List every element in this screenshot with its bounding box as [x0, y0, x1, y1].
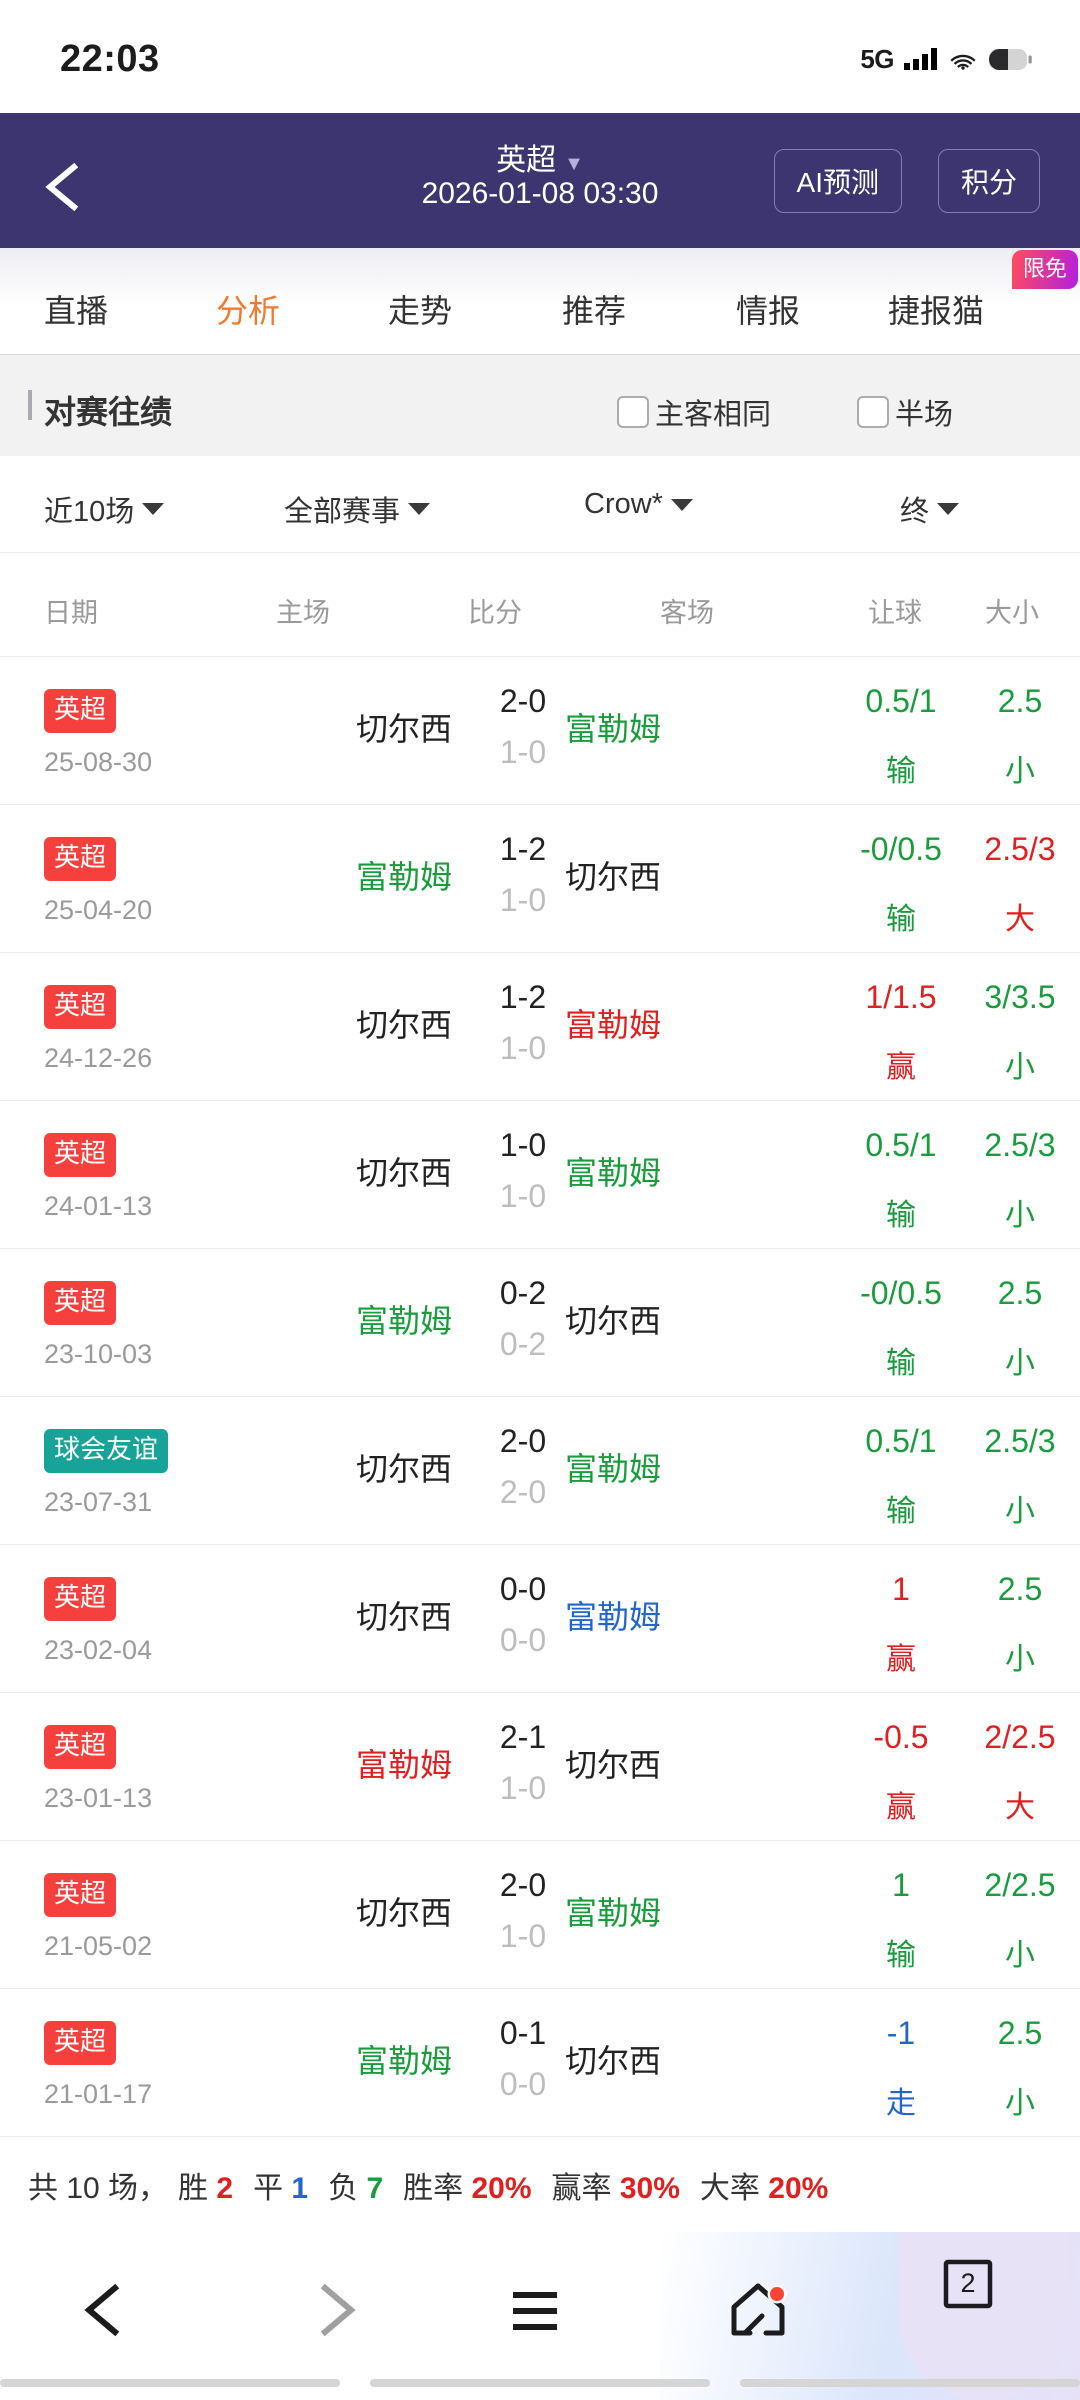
svg-text:2: 2: [960, 2268, 975, 2298]
